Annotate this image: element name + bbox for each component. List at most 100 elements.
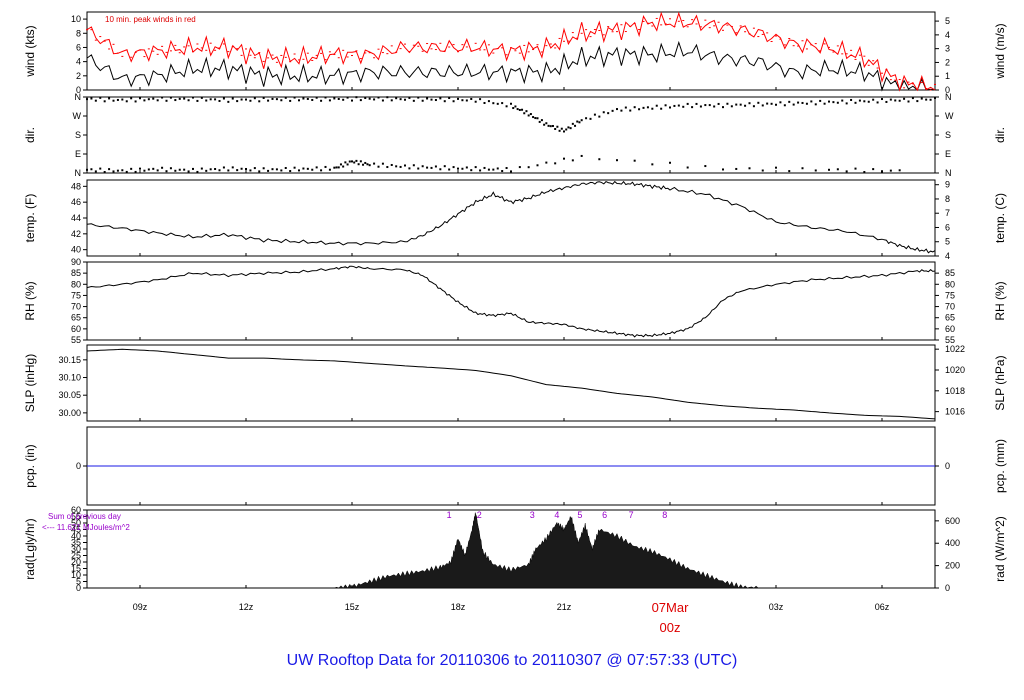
dir-point xyxy=(94,99,97,102)
rh-series-line xyxy=(86,265,936,338)
wind-peak-mark xyxy=(395,51,398,53)
dir-point xyxy=(814,169,817,172)
dir-point xyxy=(783,104,786,107)
rh-left-tick-label: 85 xyxy=(71,268,81,278)
dir-point xyxy=(858,99,861,102)
rh-left-tick-label: 65 xyxy=(71,313,81,323)
wind-peak-mark xyxy=(421,50,424,52)
footer-title: UW Rooftop Data for 20110306 to 20110307… xyxy=(0,652,1024,670)
dir-point xyxy=(364,161,367,164)
dir-ylabel-right: dir. xyxy=(993,127,1007,143)
dir-point xyxy=(560,127,563,130)
dir-point xyxy=(306,97,309,100)
dir-point xyxy=(744,104,747,107)
dir-point xyxy=(421,99,424,102)
dir-point xyxy=(713,105,716,108)
wind-peak-mark xyxy=(527,51,530,53)
dir-point xyxy=(920,97,923,100)
dir-point xyxy=(598,158,601,161)
wind-peak-mark xyxy=(580,32,583,34)
dir-point xyxy=(430,166,433,169)
temp-left-tick-label: 40 xyxy=(71,245,81,255)
dir-point xyxy=(832,101,835,104)
dir-point xyxy=(554,162,557,165)
wind-peak-mark xyxy=(121,55,124,57)
wind-peak-mark xyxy=(735,32,738,34)
dir-point xyxy=(417,167,420,170)
dir-point xyxy=(457,167,459,170)
dir-right-tick-label: W xyxy=(945,111,954,121)
dir-point xyxy=(735,167,738,170)
dir-point xyxy=(863,100,866,103)
wind-peak-mark xyxy=(788,38,791,40)
dir-point xyxy=(134,100,137,103)
wind-peak-mark xyxy=(90,29,93,31)
wind-peak-mark xyxy=(487,44,490,46)
rad-left-tick-label: 50 xyxy=(71,518,81,528)
dir-point xyxy=(125,170,128,173)
dir-point xyxy=(642,106,645,109)
wind-peak-mark xyxy=(682,20,685,22)
dir-point xyxy=(143,169,146,172)
wind-peak-mark xyxy=(744,31,747,33)
dir-point xyxy=(881,98,883,101)
dir-point xyxy=(112,99,115,102)
dir-point xyxy=(174,169,177,172)
dir-point xyxy=(434,99,437,102)
dir-point xyxy=(867,100,870,103)
wind-peak-mark xyxy=(885,68,888,70)
footer-at: @ xyxy=(606,652,623,669)
dir-point xyxy=(373,162,376,165)
dir-point xyxy=(293,96,296,99)
dir-point xyxy=(200,96,203,99)
wind-peak-mark xyxy=(554,47,557,49)
dir-point xyxy=(673,104,676,107)
wind-peak-mark xyxy=(169,50,172,52)
wind-peak-mark xyxy=(775,35,777,37)
dir-point xyxy=(147,98,150,101)
wind-peak-mark xyxy=(125,49,128,51)
dir-point xyxy=(699,105,702,108)
wind-peak-mark xyxy=(315,54,318,56)
dir-point xyxy=(492,168,495,171)
dir-point xyxy=(633,159,636,162)
dir-point xyxy=(521,108,524,111)
dir-point xyxy=(845,170,848,173)
wind-peak-mark xyxy=(240,54,243,56)
dir-point xyxy=(103,100,106,103)
dir-point xyxy=(814,103,817,106)
dir-point xyxy=(222,166,225,169)
dir-point xyxy=(578,121,581,124)
wind-peak-mark xyxy=(271,54,274,56)
wind-peak-mark xyxy=(783,44,786,46)
dir-point xyxy=(479,169,482,172)
wind-peak-mark xyxy=(501,47,504,49)
dir-point xyxy=(218,169,221,172)
slp-left-tick-label: 30.10 xyxy=(58,373,81,383)
dir-point xyxy=(889,169,892,172)
dir-point xyxy=(850,98,853,101)
dir-point xyxy=(344,161,347,164)
rad-left-tick-label: 35 xyxy=(71,538,81,548)
rh-right-tick-label: 70 xyxy=(945,302,955,312)
dir-point xyxy=(178,168,181,171)
wind-peak-mark xyxy=(306,52,309,54)
dir-point xyxy=(134,170,137,173)
dir-point xyxy=(801,101,804,104)
wind-peak-mark xyxy=(452,44,455,46)
dir-point xyxy=(470,97,473,100)
wind-peak-mark xyxy=(828,46,830,48)
temp-left-tick-label: 44 xyxy=(71,213,81,223)
dir-point xyxy=(704,104,707,107)
dir-point xyxy=(483,166,486,169)
wind-right-tick-label: 5 xyxy=(945,16,950,26)
wind-peak-mark xyxy=(196,43,199,45)
x-tick-label-09z: 09z xyxy=(133,602,148,612)
dir-point xyxy=(399,165,402,168)
dir-point xyxy=(525,110,528,113)
rad-left-tick-label: 40 xyxy=(71,531,81,541)
dir-point xyxy=(390,163,393,166)
dir-point xyxy=(231,97,234,100)
wind-peak-mark xyxy=(545,45,548,47)
